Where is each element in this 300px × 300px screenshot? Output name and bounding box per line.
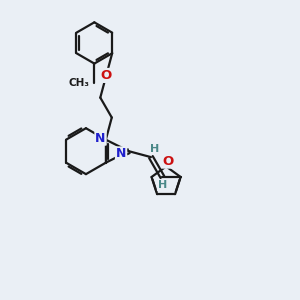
- Text: H: H: [150, 144, 159, 154]
- Text: N: N: [95, 132, 106, 145]
- Text: H: H: [158, 180, 167, 190]
- Text: N: N: [116, 147, 126, 160]
- Text: O: O: [100, 69, 112, 82]
- Text: O: O: [162, 154, 173, 168]
- Text: CH₃: CH₃: [69, 78, 90, 88]
